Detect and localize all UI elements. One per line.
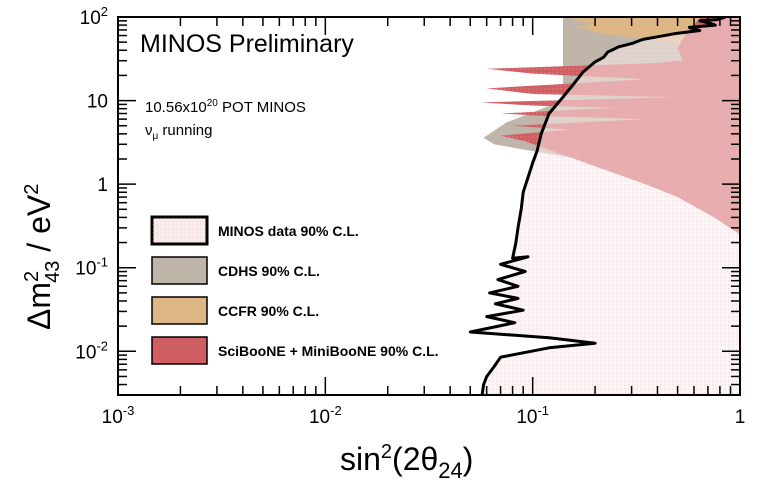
running-mode-label: νμ running	[145, 122, 212, 142]
x-tick-label: 1	[735, 407, 746, 428]
minos-excluded-texture	[470, 17, 740, 395]
plot-frame	[117, 16, 741, 396]
y-tick-label: 102	[80, 4, 108, 29]
legend-swatch-texture	[152, 217, 207, 244]
exposure-label: 10.56x1020 POT MINOS	[145, 98, 306, 116]
legend-swatch	[151, 256, 208, 285]
chart-title: MINOS Preliminary	[140, 30, 354, 58]
legend-swatch	[151, 296, 208, 325]
plot-area	[468, 17, 740, 395]
x-tick-label: 10-1	[516, 403, 549, 428]
y-tick-label: 10	[87, 92, 108, 113]
x-tick-label: 10-2	[309, 403, 342, 428]
legend-label: CCFR 90% C.L.	[218, 303, 319, 319]
legend: MINOS data 90% C.L. CDHS 90% C.L. CCFR 90%…	[150, 215, 439, 365]
legend-label: CDHS 90% C.L.	[218, 263, 320, 279]
legend-label: SciBooNE + MiniBooNE 90% C.L.	[218, 343, 439, 359]
y-axis-title: Δm243 / eV2	[21, 184, 64, 330]
minos-contour-line	[468, 17, 726, 395]
y-tick-label: 10-2	[75, 338, 108, 363]
y-tick-label: 1	[97, 175, 108, 196]
legend-label: MINOS data 90% C.L.	[218, 223, 359, 239]
legend-swatch	[151, 336, 208, 365]
y-tick-label: 10-1	[75, 255, 108, 280]
x-axis-title: sin2(2θ24)	[340, 441, 473, 483]
x-tick-label: 10-3	[102, 403, 135, 428]
axis-ticks	[117, 16, 741, 396]
axis-tick-labels: 10-3 10-2 10-1 1 10-2 10-1 1 10 102	[75, 4, 745, 428]
